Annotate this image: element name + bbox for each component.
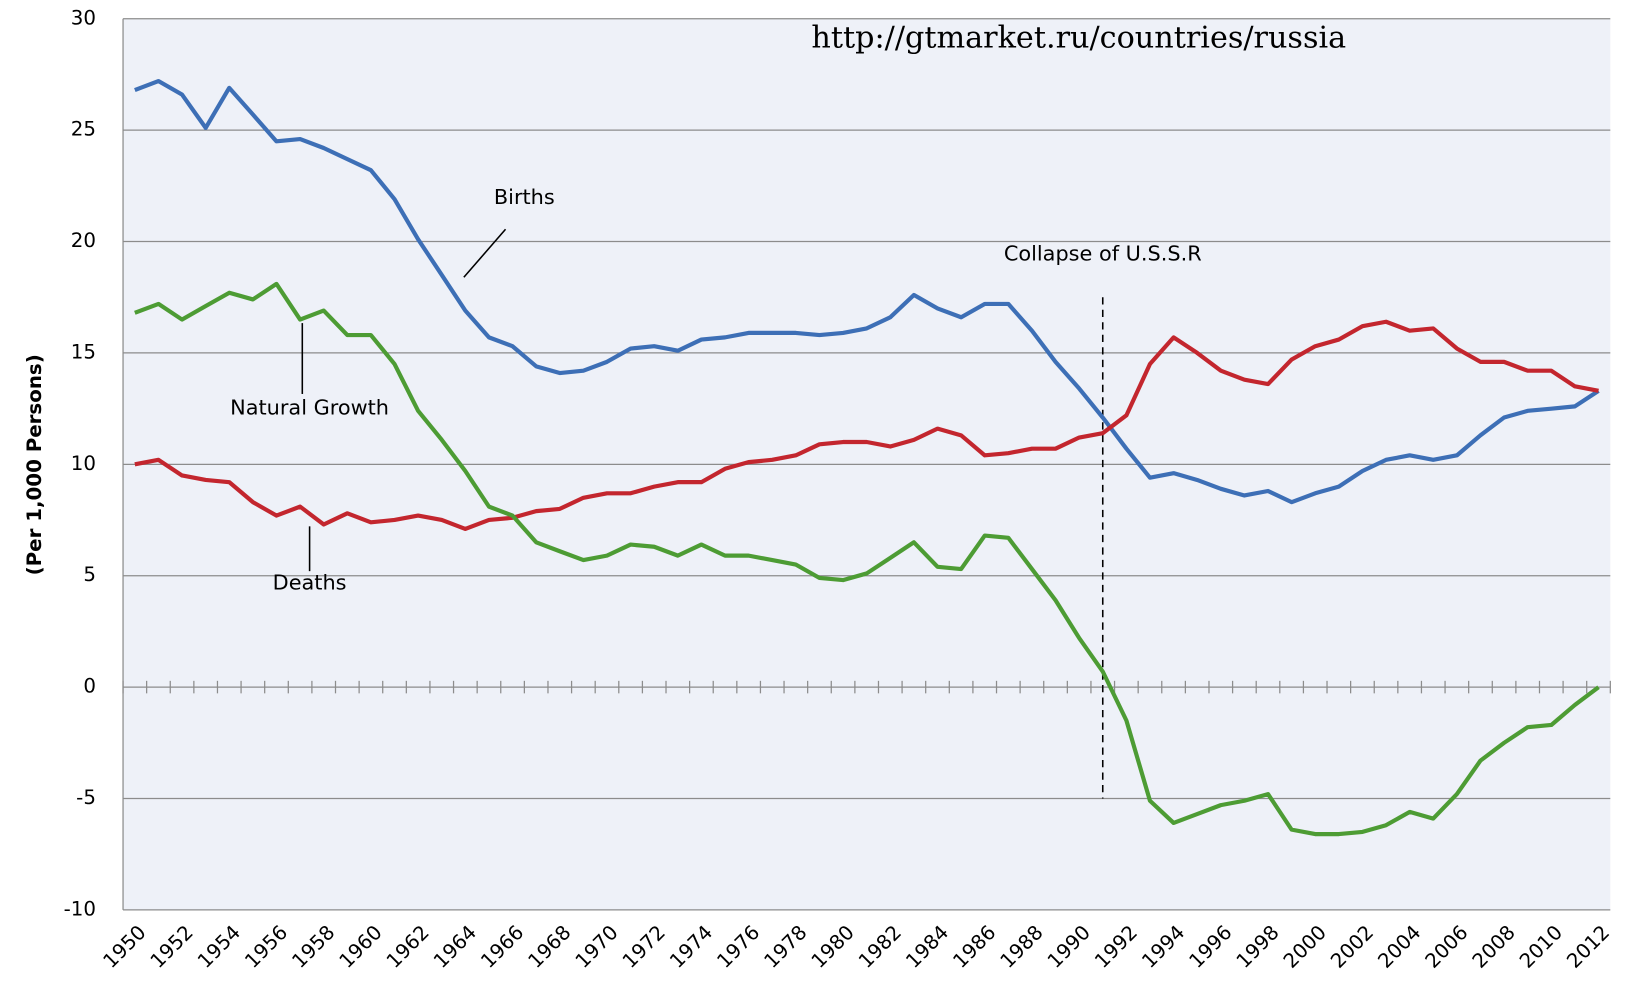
x-tick-label: 1960 <box>335 921 387 973</box>
x-tick-label: 1970 <box>571 921 623 973</box>
x-tick-label: 1952 <box>146 921 198 973</box>
series-label: Deaths <box>273 571 347 595</box>
source-text: http://gtmarket.ru/countries/russia <box>811 21 1346 56</box>
y-tick-label: 30 <box>71 6 96 29</box>
x-tick-label: 2004 <box>1374 921 1426 973</box>
x-tick-label: 1992 <box>1090 921 1142 973</box>
y-tick-label: -10 <box>64 897 96 920</box>
x-tick-label: 1962 <box>382 921 434 973</box>
x-tick-label: 1958 <box>288 921 340 973</box>
label-leader <box>463 228 507 278</box>
y-tick-label: -5 <box>76 786 96 809</box>
x-tick-label: 2012 <box>1562 921 1614 973</box>
x-tick-label: 1950 <box>99 921 151 973</box>
x-tick-label: 1972 <box>618 921 670 973</box>
x-tick-label: 1986 <box>949 921 1001 973</box>
x-tick-label: 1984 <box>901 921 953 973</box>
y-tick-label: 15 <box>71 340 96 363</box>
x-tick-label: 1964 <box>429 921 481 973</box>
series-label: Natural Growth <box>230 396 389 420</box>
y-axis-label: (Per 1,000 Persons) <box>23 354 46 575</box>
x-tick-label: 2010 <box>1515 921 1567 973</box>
event-label: Collapse of U.S.S.R <box>1004 241 1202 265</box>
x-tick-label: 2006 <box>1421 921 1473 973</box>
y-tick-label: 0 <box>83 675 96 698</box>
x-tick-label: 2008 <box>1468 921 1520 973</box>
x-tick-label: 1988 <box>996 921 1048 973</box>
x-tick-label: 1998 <box>1232 921 1284 973</box>
x-tick-label: 1980 <box>807 921 859 973</box>
x-tick-label: 1968 <box>524 921 576 973</box>
y-tick-label: 10 <box>71 452 96 475</box>
y-tick-label: 20 <box>71 229 96 252</box>
y-tick-label: 5 <box>83 563 96 586</box>
series-line <box>134 79 1600 505</box>
series-label: Births <box>494 185 555 209</box>
y-tick-label: 25 <box>71 118 96 141</box>
x-tick-label: 1990 <box>1043 921 1095 973</box>
series-line <box>134 281 1600 837</box>
x-tick-label: 1966 <box>476 921 528 973</box>
x-tick-label: 1956 <box>240 921 292 973</box>
x-tick-label: 2000 <box>1279 921 1331 973</box>
x-tick-label: 1976 <box>713 921 765 973</box>
series-line <box>134 319 1599 532</box>
x-tick-label: 1996 <box>1185 921 1237 973</box>
x-tick-label: 1982 <box>854 921 906 973</box>
x-tick-label: 1974 <box>665 921 717 973</box>
x-tick-label: 2002 <box>1326 921 1378 973</box>
x-tick-label: 1994 <box>1137 921 1189 973</box>
x-tick-label: 1954 <box>193 921 245 973</box>
x-tick-label: 1978 <box>760 921 812 973</box>
